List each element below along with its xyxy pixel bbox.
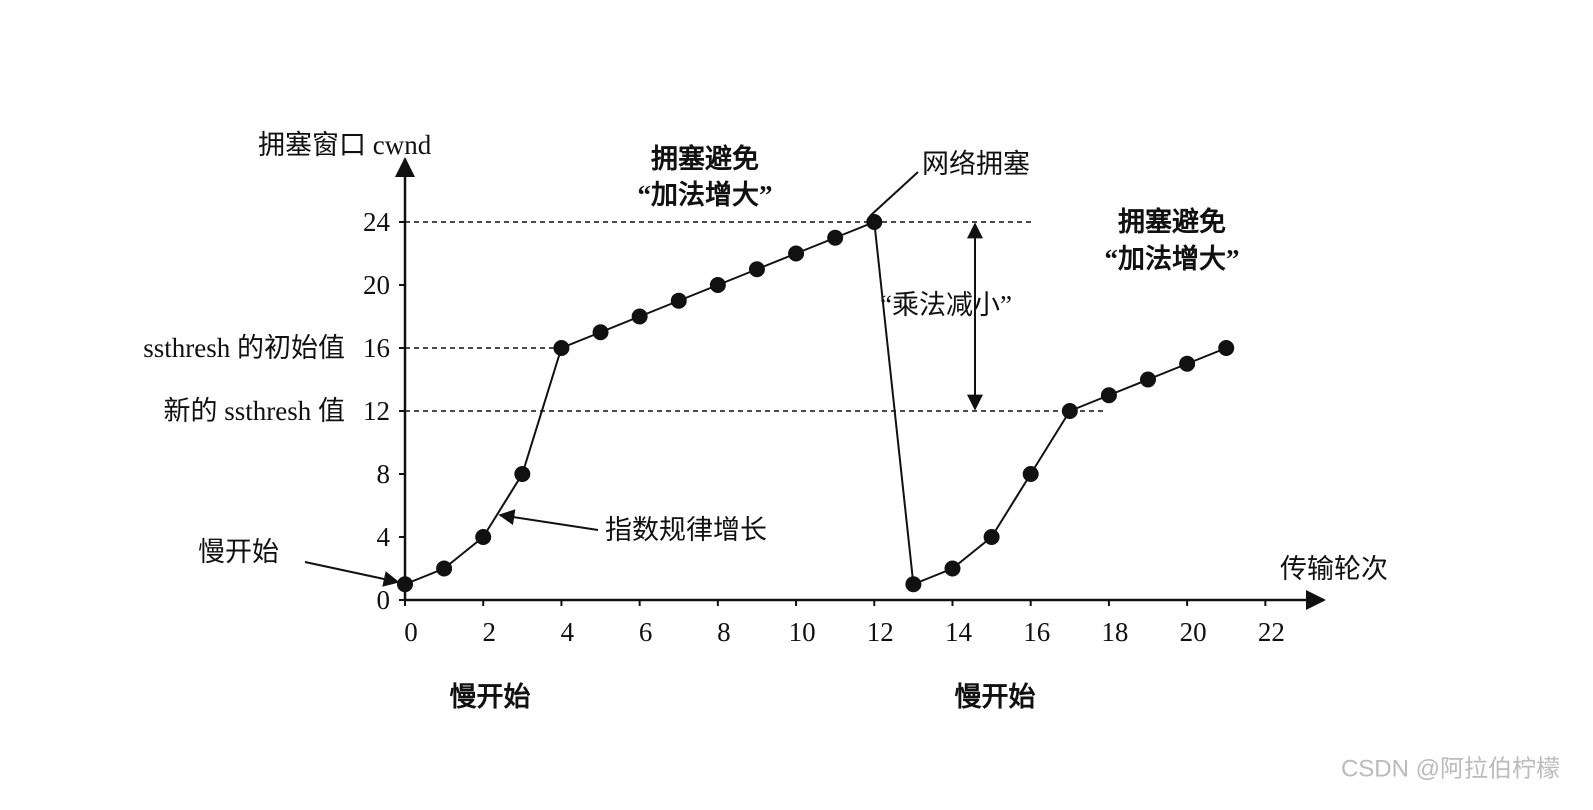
annotation: 慢开始 [450, 681, 531, 712]
x-tick-label: 22 [1258, 617, 1285, 647]
point [514, 466, 531, 482]
y-tick-label: 0 [377, 585, 391, 615]
point [553, 340, 570, 356]
point [475, 529, 492, 545]
point [944, 560, 961, 577]
y-tick-label: 24 [363, 207, 391, 237]
annotation: 拥塞避免 [651, 143, 759, 174]
x-tick-label: 8 [717, 617, 731, 647]
line [913, 347, 1227, 586]
x-tick-label: 10 [789, 617, 816, 647]
annotation: 慢开始 [198, 537, 279, 567]
x-tick-label: 16 [1023, 617, 1050, 647]
watermark: CSDN @阿拉伯柠檬 [1341, 755, 1560, 782]
annotation: 慢开始 [955, 681, 1036, 712]
annotation: “加法增大” [638, 179, 773, 210]
y-tick-label: 12 [363, 396, 390, 426]
y-tick-label: 16 [363, 333, 390, 363]
point [709, 277, 726, 293]
x-tick-label: 20 [1180, 617, 1207, 647]
x-tick-label: 14 [945, 617, 973, 647]
reference-label: 新的 ssthresh 值 [164, 396, 346, 426]
x-tick-label: 4 [561, 617, 575, 647]
reference-label: ssthresh 的初始值 [143, 333, 345, 363]
annotation: 网络拥塞 [922, 149, 1030, 179]
point [1022, 466, 1039, 482]
point [827, 229, 844, 246]
point [592, 324, 609, 341]
point [748, 261, 765, 278]
point [788, 245, 805, 262]
y-tick-label: 20 [363, 270, 390, 300]
annotation: “乘法减小” [880, 290, 1012, 320]
annotation: 指数规律增长 [605, 515, 767, 545]
x-tick-label: 12 [867, 617, 894, 647]
point [397, 576, 413, 593]
x-tick-label: 2 [482, 617, 496, 647]
x-axis-label: 传输轮次 [1280, 554, 1388, 584]
y-tick-label: 4 [377, 522, 391, 552]
pointer [869, 171, 919, 217]
y-axis-label: 拥塞窗口 cwnd [258, 130, 432, 160]
x-tick-label: 6 [639, 617, 653, 647]
y-tick-label: 8 [377, 459, 391, 489]
drop-line [873, 221, 915, 585]
pointer [304, 561, 400, 587]
x-tick-label: 18 [1101, 617, 1128, 647]
point [983, 529, 1000, 545]
x-tick-label: 0 [404, 617, 418, 647]
annotation: 拥塞避免 [1118, 206, 1226, 237]
point [1140, 371, 1157, 388]
annotation: “加法增大” [1105, 243, 1240, 274]
point [1179, 355, 1196, 372]
point [436, 560, 453, 577]
point [1100, 387, 1117, 404]
point [1218, 340, 1235, 356]
point [1061, 403, 1078, 419]
point [670, 292, 687, 309]
pointer [498, 509, 599, 531]
point [631, 308, 648, 325]
